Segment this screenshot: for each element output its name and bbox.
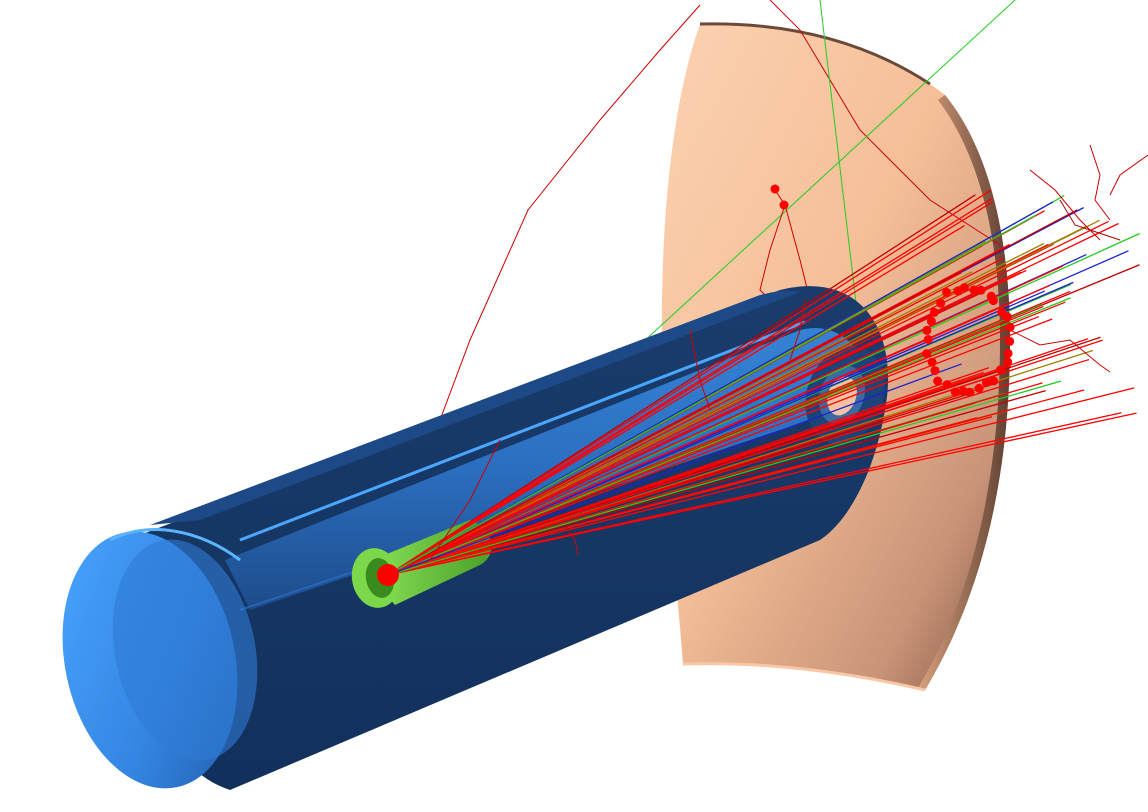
hit-markers xyxy=(922,283,1015,397)
hit-marker xyxy=(988,296,998,306)
hit-marker xyxy=(958,386,968,396)
hit-marker xyxy=(1005,322,1015,332)
track-line xyxy=(387,290,1071,576)
hit-marker xyxy=(996,365,1006,375)
track-line xyxy=(387,189,992,576)
hit-marker xyxy=(969,285,979,295)
hit-marker xyxy=(942,380,952,390)
hit-marker xyxy=(989,376,999,386)
hit-marker xyxy=(936,298,946,308)
track-line xyxy=(387,389,1085,576)
track-line xyxy=(387,194,976,576)
hit-marker xyxy=(974,383,984,393)
cylinder-end-cap xyxy=(62,528,258,789)
hit-marker xyxy=(927,357,937,367)
track-line xyxy=(387,380,1004,576)
hit-marker xyxy=(933,376,943,386)
track-line xyxy=(387,257,1004,576)
hit-marker xyxy=(1003,348,1013,358)
track-line xyxy=(387,265,1064,576)
hit-marker xyxy=(942,287,952,297)
track-line xyxy=(387,387,1135,576)
track-line xyxy=(387,371,984,576)
track-line xyxy=(387,390,1046,576)
hit-marker xyxy=(1002,312,1012,322)
tracks-scatter xyxy=(429,144,1148,561)
hit-marker xyxy=(922,325,932,335)
track-line xyxy=(387,318,1053,576)
hit-marker xyxy=(779,200,789,210)
hit-marker xyxy=(982,377,991,387)
track-line xyxy=(387,284,1051,576)
track-line xyxy=(387,220,1109,576)
hit-marker xyxy=(926,316,936,326)
track-line xyxy=(387,363,962,576)
hit-marker xyxy=(1005,336,1015,346)
primary-vertex xyxy=(377,564,399,586)
track-line xyxy=(387,336,1101,576)
hit-marker xyxy=(976,285,986,295)
track-line xyxy=(387,224,965,576)
hit-marker xyxy=(923,335,933,344)
hit-marker xyxy=(950,387,960,397)
hit-marker xyxy=(922,349,932,359)
hit-marker xyxy=(929,307,939,317)
hit-marker xyxy=(930,366,940,376)
track-line xyxy=(387,214,1037,576)
track-line xyxy=(387,222,1119,576)
track-line xyxy=(387,219,1100,576)
track-line xyxy=(387,209,1078,576)
tracks-jet xyxy=(387,189,1140,576)
track-line xyxy=(387,412,1122,576)
track-line xyxy=(387,297,1071,576)
hit-marker xyxy=(1003,357,1013,367)
track-line xyxy=(387,380,1062,576)
hit-marker xyxy=(960,283,969,293)
hit-marker xyxy=(770,184,780,194)
track-line xyxy=(387,198,993,576)
